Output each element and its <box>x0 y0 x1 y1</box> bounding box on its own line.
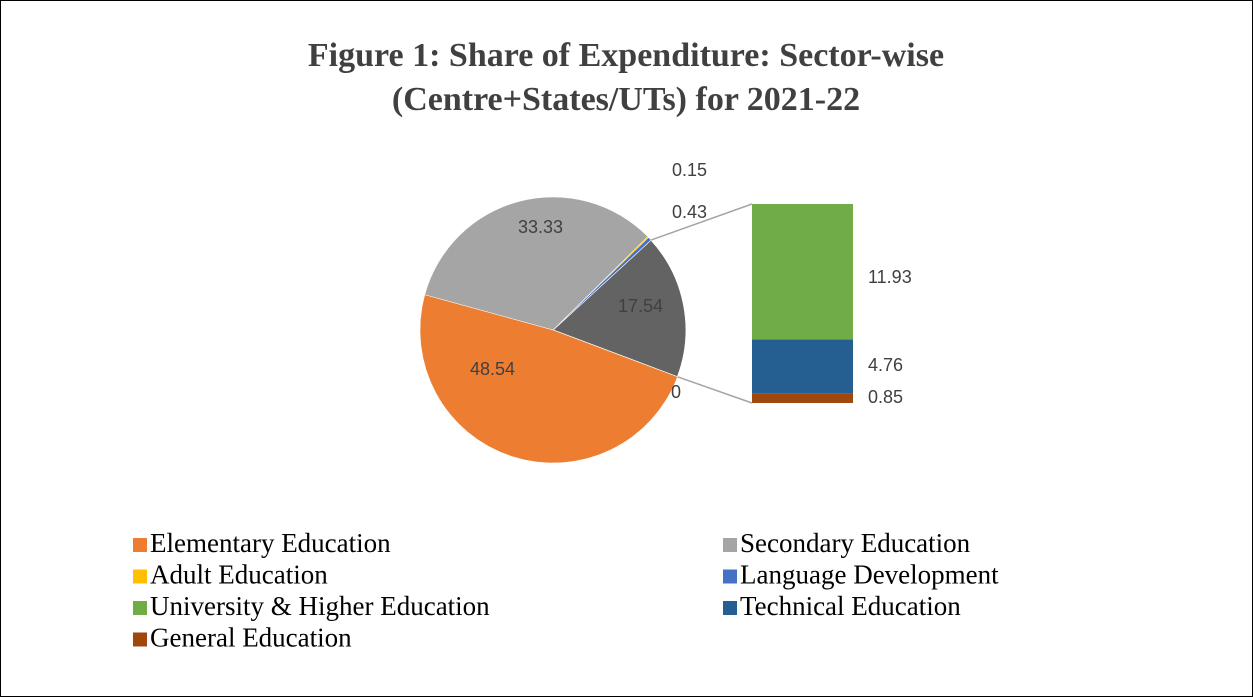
legend-label: University & Higher Education <box>150 591 490 621</box>
bar-segment <box>752 393 853 403</box>
legend-swatch <box>133 632 147 647</box>
data-label: 48.54 <box>470 359 515 379</box>
legend-swatch <box>133 601 147 615</box>
pie-slice <box>419 294 678 464</box>
pie-slice <box>552 239 687 378</box>
data-label: 0.85 <box>868 387 903 407</box>
data-label: 4.76 <box>868 355 903 375</box>
legend-swatch <box>723 601 737 615</box>
connector <box>650 203 753 241</box>
chart-title: (Centre+States/UTs) for 2021-22 <box>392 81 860 118</box>
legend-swatch <box>133 569 147 584</box>
data-label: 11.93 <box>868 267 912 287</box>
pie-slice <box>424 196 648 331</box>
legend-label: General Education <box>150 623 352 653</box>
data-label: 33.33 <box>518 217 563 237</box>
legend-label: Secondary Education <box>740 528 971 558</box>
legend-label: Elementary Education <box>150 528 391 558</box>
legend-swatch <box>723 538 737 552</box>
chart-title: Figure 1: Share of Expenditure: Sector-w… <box>308 37 944 74</box>
legend-label: Language Development <box>740 560 999 590</box>
bar-segment <box>752 204 853 340</box>
data-label: 0.43 <box>672 202 707 222</box>
legend-swatch <box>723 569 737 584</box>
data-label: 17.54 <box>618 296 663 316</box>
annotation: 0 <box>671 382 681 402</box>
legend-swatch <box>133 538 147 552</box>
legend-label: Technical Education <box>740 591 961 621</box>
connector <box>677 376 753 404</box>
legend-label: Adult Education <box>150 560 328 590</box>
data-label: 0.15 <box>672 160 707 180</box>
bar-segment <box>752 339 853 394</box>
